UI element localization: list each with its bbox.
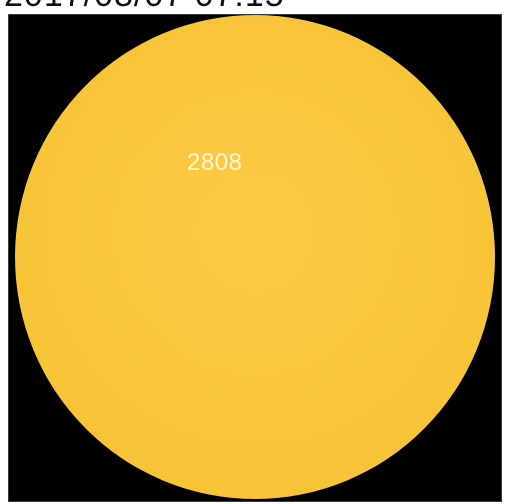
sun-disk bbox=[15, 15, 495, 499]
solar-image-frame: 2808 bbox=[8, 14, 502, 502]
sunspot-region-label: 2808 bbox=[187, 149, 243, 176]
image-caption: 2017/08/07 07:15 bbox=[4, 0, 285, 12]
